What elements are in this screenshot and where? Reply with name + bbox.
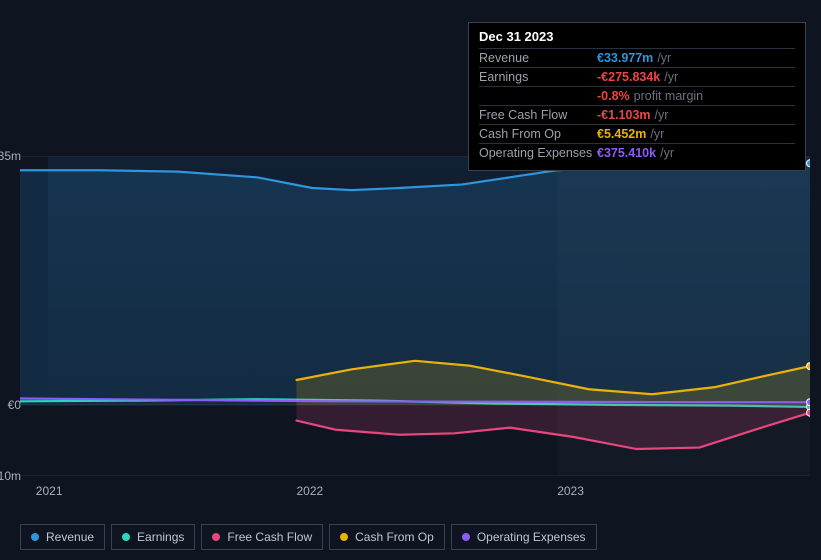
legend-dot-icon xyxy=(462,533,470,541)
legend-label: Revenue xyxy=(46,530,94,544)
y-axis-label: €35m xyxy=(0,149,21,163)
x-axis-label: 2023 xyxy=(557,484,584,498)
x-axis-label: 2022 xyxy=(297,484,324,498)
legend-label: Free Cash Flow xyxy=(227,530,312,544)
legend-label: Cash From Op xyxy=(355,530,434,544)
tooltip-value: €5.452m xyxy=(597,127,646,141)
tooltip-suffix: /yr xyxy=(660,146,674,160)
x-axis-label: 2021 xyxy=(36,484,63,498)
y-axis-label: -€10m xyxy=(0,469,21,483)
legend-item-operating-expenses[interactable]: Operating Expenses xyxy=(451,524,597,550)
legend-label: Earnings xyxy=(137,530,184,544)
tooltip-value: €33.977m xyxy=(597,51,653,65)
tooltip-row: Revenue€33.977m/yr xyxy=(479,48,795,67)
tooltip-row: Cash From Op€5.452m/yr xyxy=(479,124,795,143)
tooltip-label: Operating Expenses xyxy=(479,146,597,160)
tooltip-suffix: profit margin xyxy=(634,89,703,103)
chart-plot-area[interactable] xyxy=(20,156,810,476)
tooltip-suffix: /yr xyxy=(664,70,678,84)
legend-item-cash-from-op[interactable]: Cash From Op xyxy=(329,524,445,550)
tooltip-suffix: /yr xyxy=(655,108,669,122)
tooltip-date: Dec 31 2023 xyxy=(479,29,795,48)
legend-item-free-cash-flow[interactable]: Free Cash Flow xyxy=(201,524,323,550)
tooltip-label: Cash From Op xyxy=(479,127,597,141)
tooltip-row: Earnings-€275.834k/yr xyxy=(479,67,795,86)
legend-dot-icon xyxy=(31,533,39,541)
legend-dot-icon xyxy=(122,533,130,541)
tooltip-row: Operating Expenses€375.410k/yr xyxy=(479,143,795,162)
tooltip-value: -0.8% xyxy=(597,89,630,103)
tooltip-value: €375.410k xyxy=(597,146,656,160)
tooltip-label: Free Cash Flow xyxy=(479,108,597,122)
legend-item-revenue[interactable]: Revenue xyxy=(20,524,105,550)
tooltip-suffix: /yr xyxy=(657,51,671,65)
chart-legend: Revenue Earnings Free Cash Flow Cash From O… xyxy=(20,524,597,550)
tooltip-value: -€1.103m xyxy=(597,108,651,122)
financial-chart: €35m€0-€10m 202120222023 xyxy=(0,156,821,516)
y-axis-label: €0 xyxy=(0,398,21,412)
tooltip-label: Revenue xyxy=(479,51,597,65)
tooltip-label xyxy=(479,89,597,103)
tooltip-suffix: /yr xyxy=(650,127,664,141)
tooltip-row: Free Cash Flow-€1.103m/yr xyxy=(479,105,795,124)
legend-label: Operating Expenses xyxy=(477,530,586,544)
tooltip-row: -0.8% profit margin xyxy=(479,86,795,105)
legend-dot-icon xyxy=(212,533,220,541)
tooltip-label: Earnings xyxy=(479,70,597,84)
legend-item-earnings[interactable]: Earnings xyxy=(111,524,195,550)
chart-tooltip: Dec 31 2023 Revenue€33.977m/yrEarnings-€… xyxy=(468,22,806,171)
tooltip-value: -€275.834k xyxy=(597,70,660,84)
legend-dot-icon xyxy=(340,533,348,541)
